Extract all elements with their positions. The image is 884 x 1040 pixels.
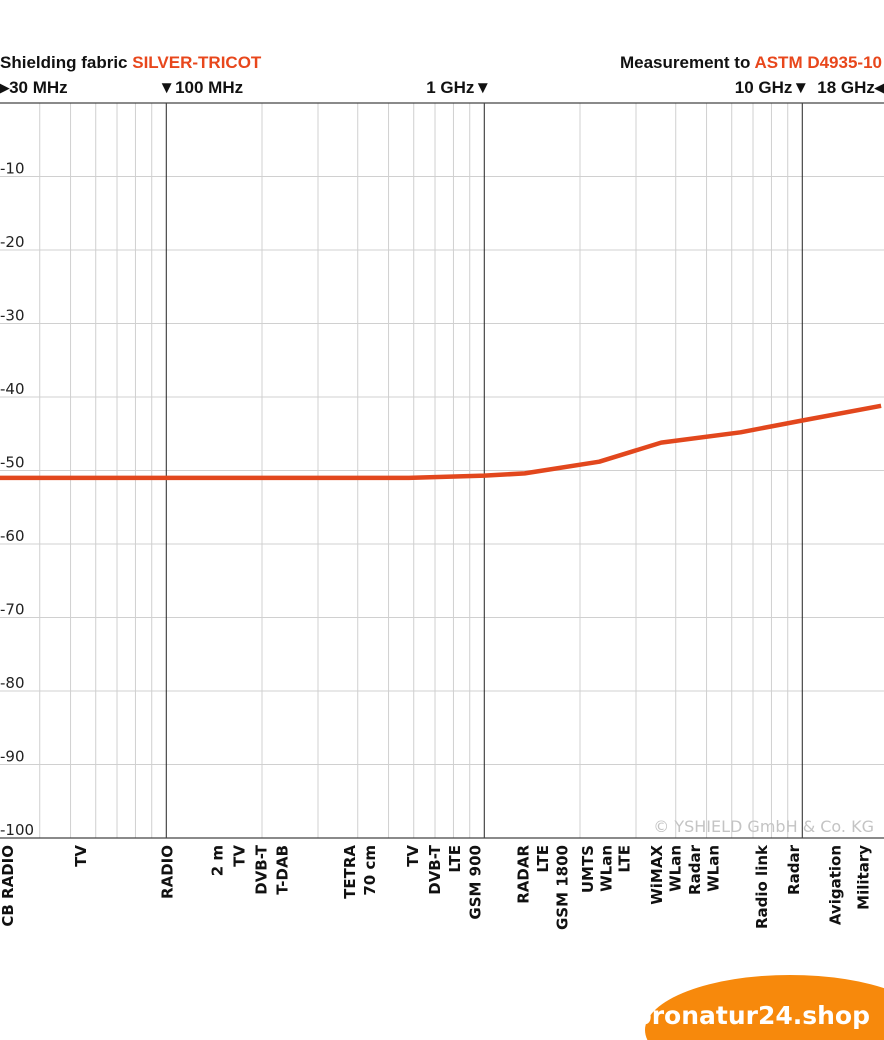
band-label: TETRA (341, 845, 359, 899)
band-label: Avigation (826, 845, 844, 925)
y-tick-label: -80 (0, 674, 25, 692)
band-label: WiMAX (648, 845, 666, 905)
attenuation-line (0, 403, 882, 481)
band-label: Radio link (753, 844, 771, 929)
y-tick-label: -60 (0, 527, 25, 545)
y-tick-label: -90 (0, 748, 25, 766)
chart-title-right: Measurement to ASTM D4935-10 (620, 53, 882, 72)
band-label: WLan (704, 845, 722, 892)
y-tick-label: -100 (0, 821, 34, 839)
frequency-marker: 10 GHz▼ (735, 78, 809, 97)
watermark: © YSHIELD GmbH & Co. KG (653, 817, 874, 836)
frequency-marker: 1 GHz▼ (426, 78, 491, 97)
band-label: UMTS (579, 845, 597, 893)
band-label: TV (404, 845, 422, 867)
y-tick-label: -10 (0, 160, 25, 178)
frequency-markers: ▶30 MHz ▼100 MHz 1 GHz▼ 10 GHz▼ 18 GHz◀ (0, 78, 884, 97)
band-label: RADIO (159, 845, 177, 899)
band-label: WLan (667, 845, 685, 892)
band-label: CB RADIO (0, 845, 17, 927)
band-label: Radar (686, 844, 704, 895)
band-label: Radar (785, 844, 803, 895)
band-label: TV (72, 845, 90, 867)
y-axis-ticks: -10 -20 -30 -40 -50 -60 -70 -80 -90 -100 (0, 160, 34, 840)
pronatur-logo: pronatur24.shop (634, 975, 884, 1040)
y-tick-label: -70 (0, 601, 25, 619)
band-label: DVB-T (426, 844, 444, 895)
band-label: RADAR (515, 845, 533, 904)
frequency-marker: 18 GHz◀ (817, 78, 884, 97)
logo-shape (645, 975, 884, 1040)
band-labels: CB RADIO TV RADIO 2 m TV DVB-T T-DAB TETRA 70 cm… (0, 844, 873, 930)
grid (0, 102, 884, 839)
y-tick-label: -30 (0, 307, 25, 325)
band-label: T-DAB (274, 845, 292, 895)
y-tick-label: -50 (0, 454, 25, 472)
y-tick-label: -20 (0, 233, 25, 251)
band-label: LTE (615, 845, 633, 873)
band-label: GSM 1800 (553, 845, 571, 930)
band-label: DVB-T (252, 844, 270, 895)
frequency-marker: ▼100 MHz (158, 78, 243, 97)
frequency-marker: ▶30 MHz (0, 78, 68, 97)
band-label: Military (855, 845, 873, 910)
y-tick-label: -40 (0, 380, 25, 398)
band-label: LTE (534, 845, 552, 873)
chart-title-left: Shielding fabric SILVER-TRICOT (0, 53, 262, 72)
band-label: TV (231, 845, 249, 867)
band-label: GSM 900 (467, 845, 485, 920)
band-label: 2 m (209, 845, 227, 876)
logo-text: pronatur24.shop (634, 1001, 870, 1030)
band-label: LTE (446, 845, 464, 873)
band-label: WLan (597, 845, 615, 892)
band-label: 70 cm (361, 845, 379, 896)
